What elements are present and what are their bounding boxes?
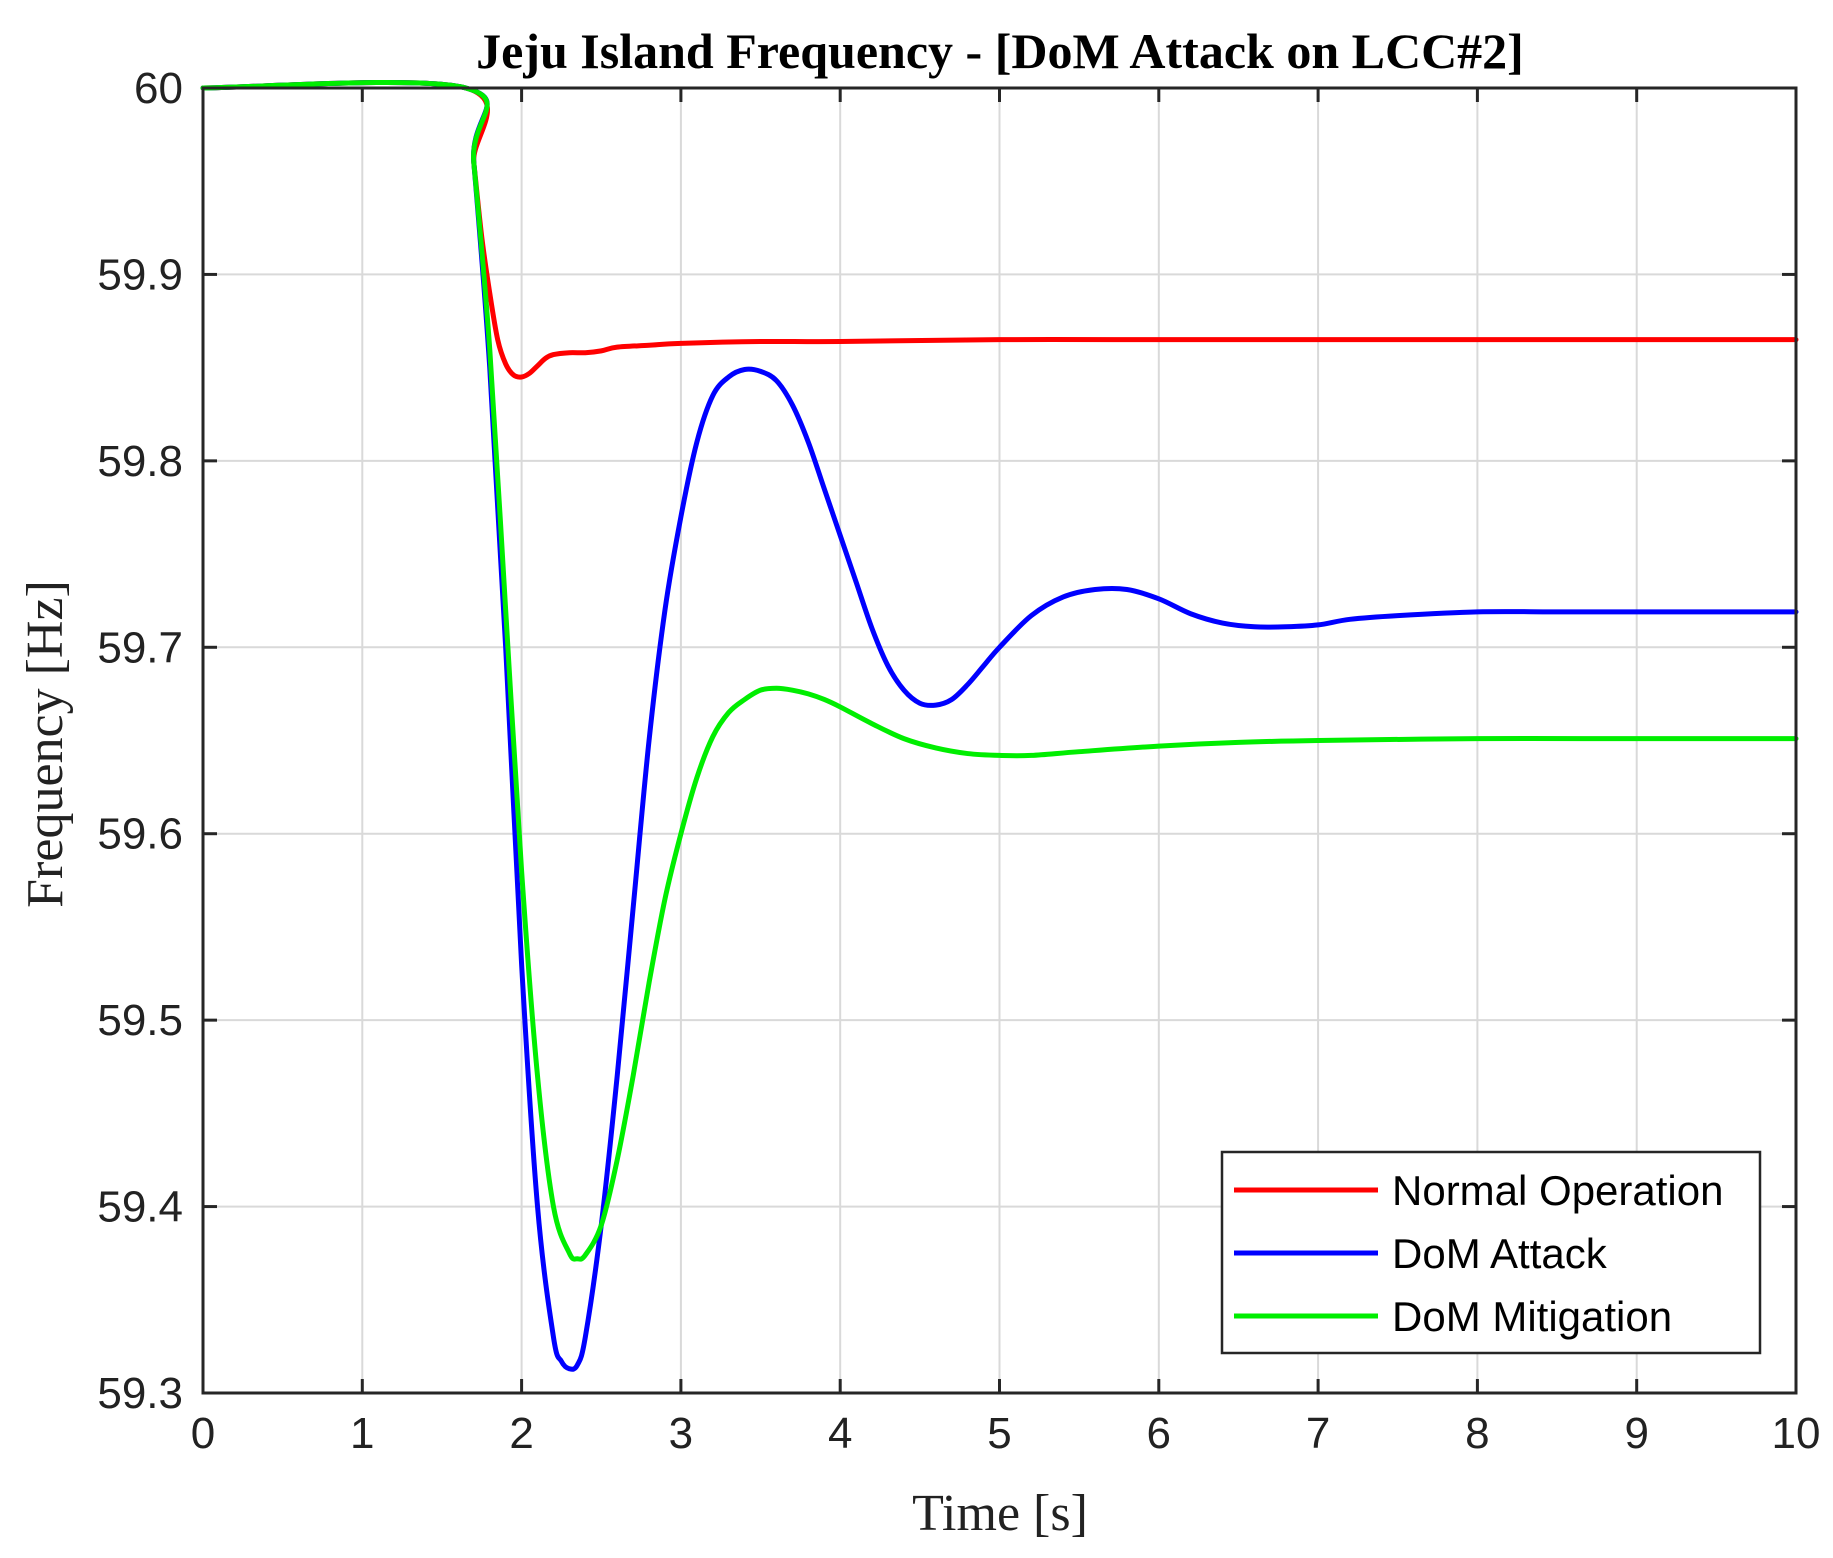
x-tick-labels: 0 1 2 3 4 5 6 7 8 9 10: [191, 1409, 1821, 1458]
axis-ticks: [201, 86, 1798, 1395]
chart-title: Jeju Island Frequency - [DoM Attack on L…: [476, 23, 1524, 79]
legend-label-normal-operation: Normal Operation: [1392, 1167, 1723, 1214]
y-tick-label: 60: [134, 64, 183, 113]
y-tick-label: 59.4: [97, 1183, 183, 1232]
y-tick-label: 59.7: [97, 623, 183, 672]
y-tick-label: 59.6: [97, 810, 183, 859]
y-tick-label: 59.8: [97, 437, 183, 486]
x-tick-label: 6: [1147, 1409, 1171, 1458]
y-tick-label: 59.5: [97, 996, 183, 1045]
series-line-dom-attack: [200, 79, 1799, 1372]
x-tick-label: 9: [1624, 1409, 1648, 1458]
x-tick-label: 8: [1465, 1409, 1489, 1458]
y-axis-label: Frequency [Hz]: [17, 580, 74, 908]
series-line-normal-operation: [200, 79, 1799, 380]
x-tick-label: 2: [509, 1409, 533, 1458]
series-lines: [200, 79, 1799, 1372]
x-axis-label: Time [s]: [912, 1485, 1088, 1542]
legend-label-dom-attack: DoM Attack: [1392, 1230, 1608, 1277]
x-tick-label: 4: [828, 1409, 852, 1458]
series-line-dom-mitigation: [200, 79, 1799, 1262]
x-tick-label: 1: [350, 1409, 374, 1458]
x-tick-label: 3: [669, 1409, 693, 1458]
legend-label-dom-mitigation: DoM Mitigation: [1392, 1293, 1672, 1340]
legend: Normal Operation DoM Attack DoM Mitigation: [1220, 1150, 1762, 1355]
x-tick-label: 7: [1306, 1409, 1330, 1458]
x-tick-label: 10: [1772, 1409, 1821, 1458]
y-tick-label: 59.9: [97, 250, 183, 299]
x-tick-label: 0: [191, 1409, 215, 1458]
y-tick-labels: 59.3 59.4 59.5 59.6 59.7 59.8 59.9 60: [97, 64, 183, 1418]
y-tick-label: 59.3: [97, 1369, 183, 1418]
x-tick-label: 5: [987, 1409, 1011, 1458]
